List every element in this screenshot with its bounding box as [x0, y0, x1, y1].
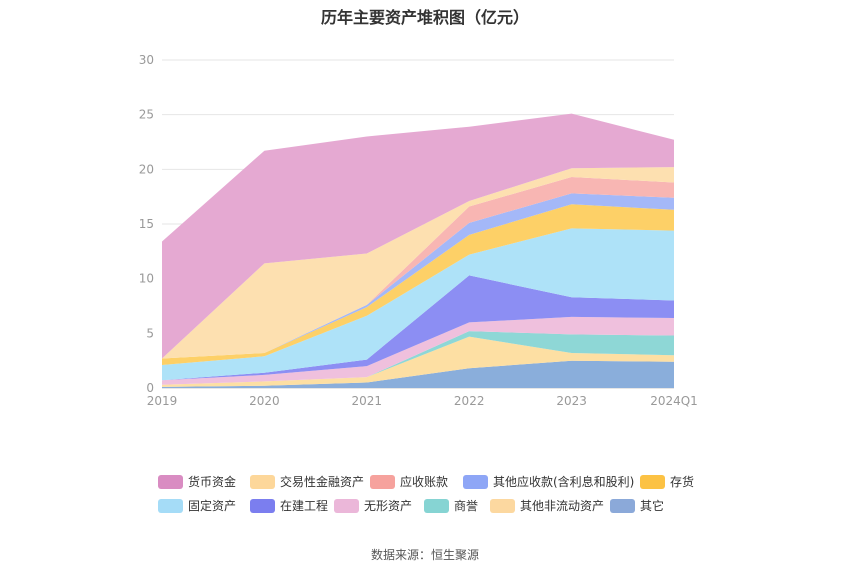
y-tick-label: 5 [146, 326, 154, 340]
legend-item[interactable]: 货币资金 [158, 474, 236, 489]
legend-label: 固定资产 [188, 498, 236, 513]
legend-label: 存货 [670, 474, 694, 489]
legend-item[interactable]: 应收账款 [370, 474, 448, 489]
x-tick-label: 2021 [352, 394, 383, 408]
legend-label: 其他非流动资产 [520, 499, 604, 513]
y-tick-label: 0 [146, 381, 154, 395]
area-series-10 [162, 113, 674, 359]
area-series-2 [162, 331, 674, 385]
area-series-3 [162, 316, 674, 385]
legend-item[interactable]: 其它 [610, 498, 664, 513]
legend-swatch-6 [250, 499, 275, 513]
y-tick-label: 30 [139, 53, 154, 67]
y-tick-label: 20 [139, 162, 154, 176]
legend-label: 其他应收款(含利息和股利) [493, 474, 634, 489]
x-tick-label: 2019 [147, 394, 178, 408]
legend-label: 商誉 [454, 498, 478, 513]
legend-item[interactable]: 交易性金融资产 [250, 474, 364, 489]
legend-label: 交易性金融资产 [280, 474, 364, 489]
area-series-1 [162, 336, 674, 387]
legend-swatch-2 [370, 475, 395, 489]
legend-item[interactable]: 其他非流动资产 [490, 499, 604, 513]
area-series-0 [162, 360, 674, 388]
area-series-4 [162, 275, 674, 381]
legend-label: 货币资金 [188, 474, 236, 489]
data-source-note: 数据来源：恒生聚源 [370, 548, 479, 562]
legend-item[interactable]: 存货 [640, 474, 694, 489]
legend-swatch-1 [250, 475, 275, 489]
legend-label: 应收账款 [400, 474, 448, 489]
legend-swatch-5 [158, 499, 183, 513]
legend-item[interactable]: 无形资产 [334, 499, 412, 513]
area-series-9 [162, 167, 674, 359]
chart-title: 历年主要资产堆积图（亿元） [320, 8, 529, 27]
x-tick-label: 2023 [556, 394, 587, 408]
legend-item[interactable]: 固定资产 [158, 498, 236, 513]
legend-item[interactable]: 其他应收款(含利息和股利) [463, 474, 634, 489]
y-tick-label: 10 [139, 272, 154, 286]
legend-swatch-10 [610, 499, 635, 513]
legend-swatch-8 [424, 499, 449, 513]
legend-label: 其它 [640, 498, 664, 513]
y-tick-label: 15 [139, 217, 154, 231]
legend-label: 在建工程 [280, 498, 328, 513]
y-tick-label: 25 [139, 108, 154, 122]
legend-item[interactable]: 商誉 [424, 498, 478, 513]
area-series-6 [162, 204, 674, 365]
legend-swatch-3 [463, 475, 488, 489]
x-tick-label: 2022 [454, 394, 485, 408]
area-series-5 [162, 228, 674, 381]
legend-swatch-7 [334, 499, 359, 513]
x-tick-label: 2024Q1 [650, 394, 698, 408]
legend-swatch-9 [490, 499, 515, 513]
stacked-area-chart: 0 5 10 15 20 25 30 2019 2020 2021 2022 2023 2024Q1 货币… [139, 53, 698, 513]
area-series-8 [162, 177, 674, 359]
legend-swatch-0 [158, 475, 183, 489]
legend-item[interactable]: 在建工程 [250, 498, 328, 513]
legend-label: 无形资产 [364, 499, 412, 513]
x-tick-label: 2020 [249, 394, 280, 408]
legend-swatch-4 [640, 475, 665, 489]
